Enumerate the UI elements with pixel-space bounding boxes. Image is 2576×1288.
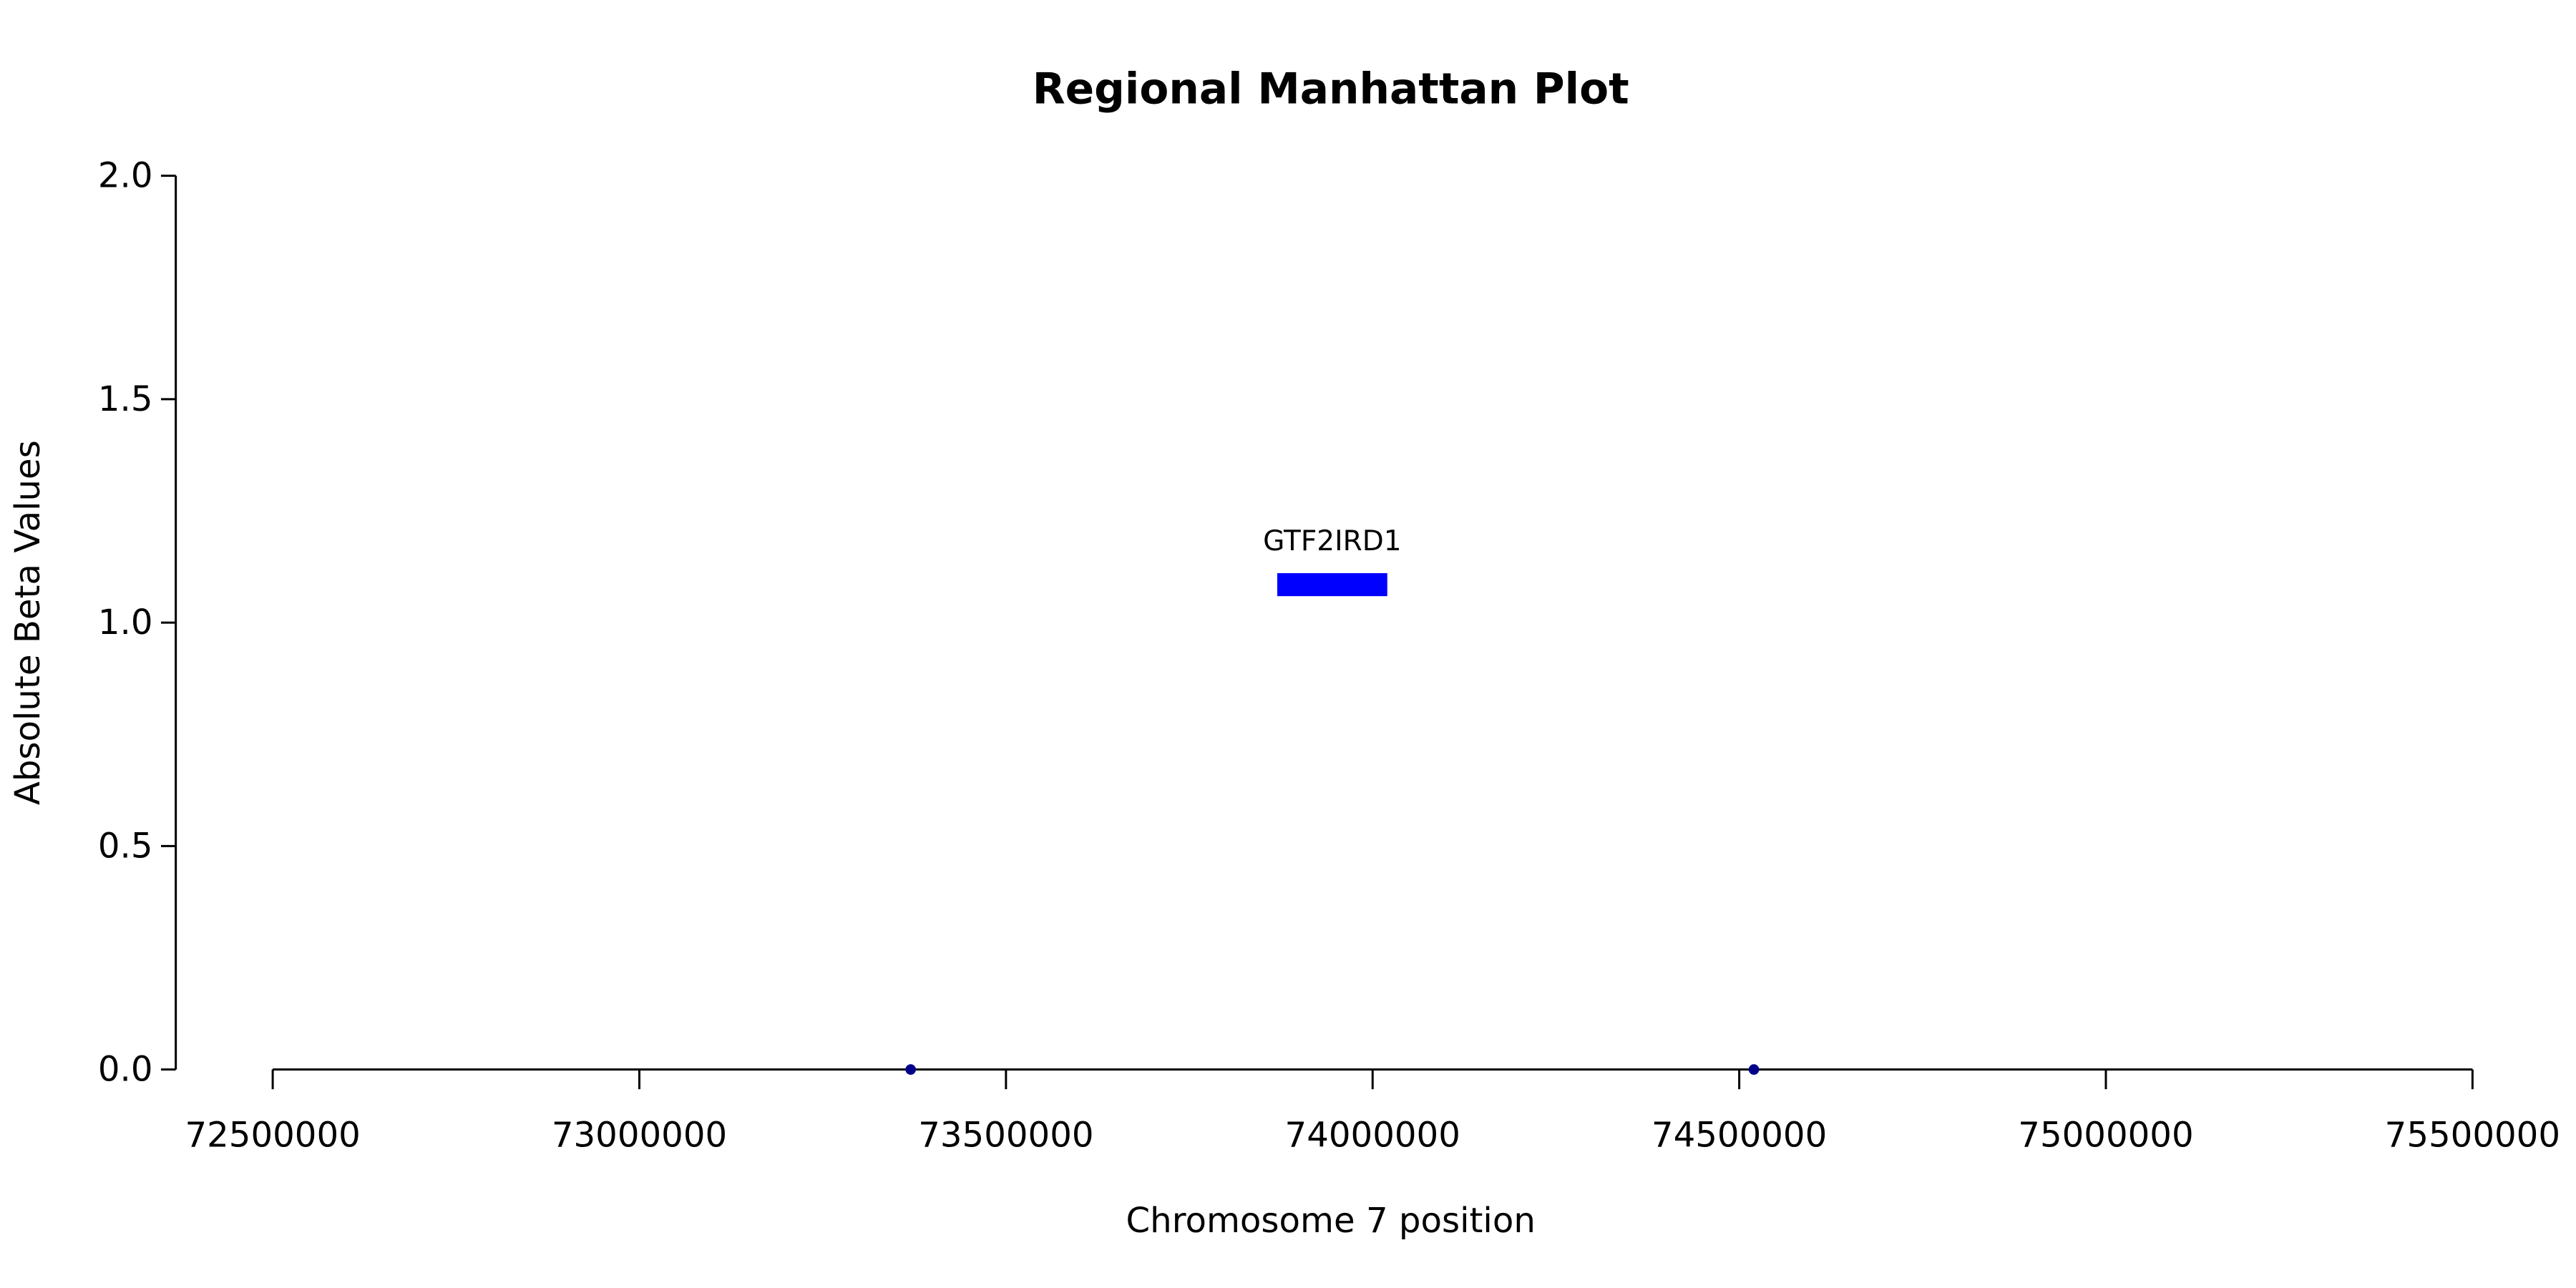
y-tick-label: 0.0: [98, 1050, 153, 1090]
x-axis-title: Chromosome 7 position: [1126, 1201, 1536, 1241]
y-tick-label: 0.5: [98, 826, 153, 866]
point: [905, 1064, 916, 1075]
x-tick-label: 75000000: [2018, 1116, 2193, 1156]
gene-label: GTF2IRD1: [1263, 525, 1401, 557]
chart-title: Regional Manhattan Plot: [1033, 65, 1629, 114]
x-tick-label: 73500000: [918, 1116, 1093, 1156]
y-tick-label: 1.5: [98, 379, 153, 419]
gene-bar: [1277, 573, 1387, 597]
x-tick-label: 72500000: [185, 1116, 360, 1156]
x-tick-label: 74500000: [1652, 1116, 1827, 1156]
x-tick-label: 73000000: [552, 1116, 727, 1156]
y-axis-title: Absolute Beta Values: [8, 440, 48, 805]
x-tick-label: 74000000: [1285, 1116, 1460, 1156]
x-tick-label: 75500000: [2385, 1116, 2560, 1156]
point: [1748, 1064, 1760, 1075]
y-tick-label: 2.0: [98, 156, 153, 196]
y-tick-label: 1.0: [98, 602, 153, 643]
